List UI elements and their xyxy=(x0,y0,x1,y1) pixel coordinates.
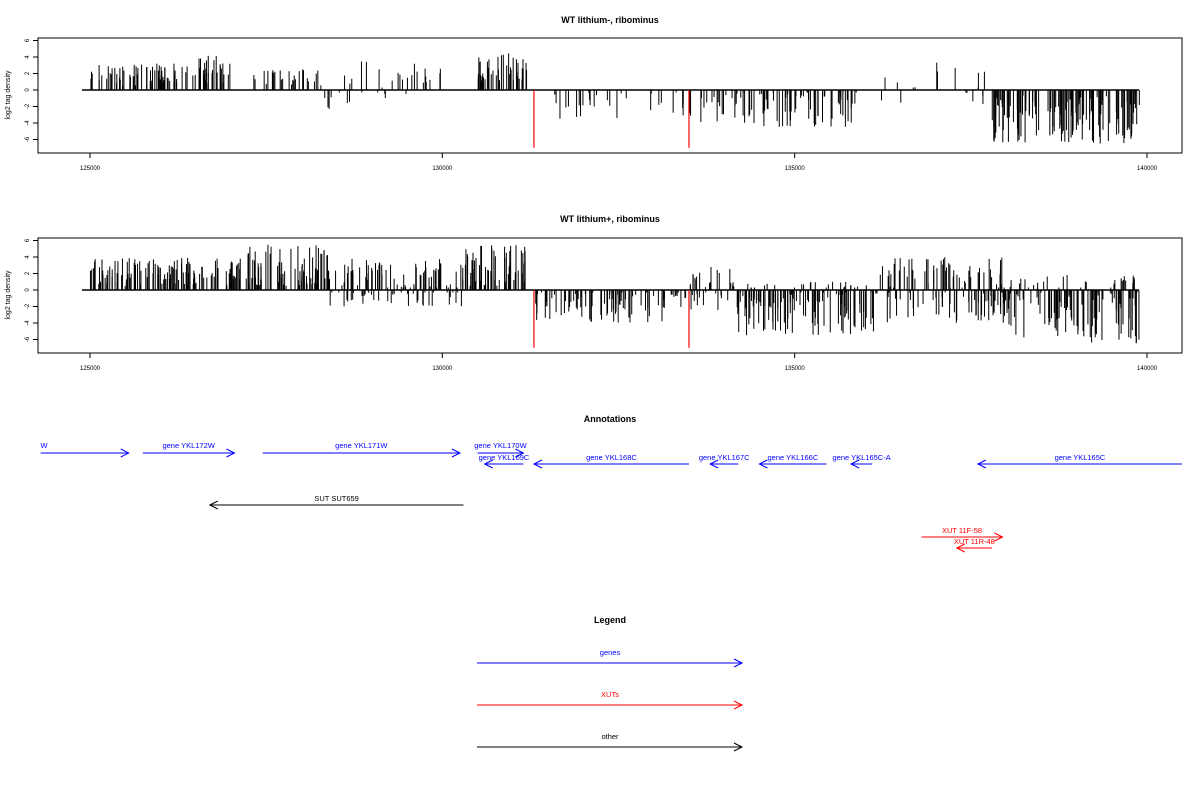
arrow-head xyxy=(120,448,130,458)
annotation-label: XUT 11F-58 xyxy=(942,526,982,535)
x-tick-label: 125000 xyxy=(80,366,101,372)
annotation-arrow: W xyxy=(40,441,130,458)
legend-entry: XUTs xyxy=(477,690,744,710)
x-tick-label: 130000 xyxy=(432,366,453,372)
annotation-label: gene YKL165C-A xyxy=(832,453,890,462)
track-panel-lithium-minus: WT lithium-, ribominus log2 tag density … xyxy=(5,15,1183,172)
y-tick-label: 4 xyxy=(25,255,31,259)
y-tick-label: 0 xyxy=(25,88,31,92)
x-tick-label: 125000 xyxy=(80,166,101,172)
arrow-head xyxy=(733,658,744,668)
panel-title: WT lithium-, ribominus xyxy=(561,15,659,25)
y-axis-ticks: 6 4 2 0 -2 -4 -6 xyxy=(25,238,38,342)
annotation-arrow: gene YKL172W xyxy=(142,441,236,458)
y-axis-ticks: 6 4 2 0 -2 -4 -6 xyxy=(25,38,38,142)
panel-title: WT lithium+, ribominus xyxy=(560,214,660,224)
x-tick-label: 135000 xyxy=(785,366,806,372)
legend-title: Legend xyxy=(594,615,626,625)
annotation-arrow: gene YKL165C-A xyxy=(832,453,891,469)
annotation-arrow: gene YKL166C xyxy=(758,453,827,469)
annotation-arrow: gene YKL169C xyxy=(479,453,530,469)
annotation-label: gene YKL171W xyxy=(335,441,388,450)
annotation-label: gene YKL172W xyxy=(162,441,215,450)
annotation-label: gene YKL166C xyxy=(768,453,819,462)
y-tick-label: -2 xyxy=(25,103,31,109)
x-axis-ticks: 125000 130000 135000 140000 xyxy=(80,353,1158,372)
arrow-head xyxy=(708,459,719,469)
annotation-arrow: XUT 11R-48 xyxy=(954,537,995,553)
annotation-label: gene YKL165C xyxy=(1055,453,1106,462)
track-panel-lithium-plus: WT lithium+, ribominus log2 tag density … xyxy=(5,214,1183,372)
x-tick-label: 140000 xyxy=(1137,166,1158,172)
legend-label: XUTs xyxy=(601,690,619,699)
x-axis-ticks: 125000 130000 135000 140000 xyxy=(80,153,1158,172)
arrow-head xyxy=(515,448,525,458)
annotation-label: gene YKL169C xyxy=(479,453,530,462)
y-tick-label: 4 xyxy=(25,55,31,59)
arrow-head xyxy=(208,500,219,510)
annotation-arrow: gene YKL168C xyxy=(532,453,689,469)
arrow-head xyxy=(849,459,860,469)
annotation-arrow: gene YKL170W xyxy=(474,441,528,458)
legend: Legend genes XUTs other xyxy=(477,615,744,752)
legend-label: other xyxy=(601,732,619,741)
plot-frame xyxy=(37,37,1183,154)
arrow-head xyxy=(733,700,744,710)
y-tick-label: -6 xyxy=(25,336,31,342)
plot-frame xyxy=(37,237,1183,354)
signal-bars xyxy=(82,53,1140,148)
legend-entry: genes xyxy=(477,648,744,668)
annotation-label: W xyxy=(40,441,48,450)
arrow-head xyxy=(532,459,543,469)
y-tick-label: 6 xyxy=(25,238,31,242)
arrow-head xyxy=(733,742,744,752)
y-tick-label: 0 xyxy=(25,288,31,292)
annotation-arrow: XUT 11F-58 xyxy=(921,526,1004,542)
y-tick-label: 6 xyxy=(25,38,31,42)
y-tick-label: -4 xyxy=(25,120,31,126)
annotation-label: SUT SUT659 xyxy=(314,494,358,503)
y-tick-label: -6 xyxy=(25,136,31,142)
y-tick-label: 2 xyxy=(25,71,31,75)
annotation-arrow: gene YKL165C xyxy=(976,453,1182,469)
y-tick-label: -2 xyxy=(25,303,31,309)
annotation-arrow: SUT SUT659 xyxy=(208,494,464,510)
legend-entries: genes XUTs other xyxy=(477,648,744,752)
arrow-head xyxy=(994,532,1004,542)
annotation-arrow: gene YKL167C xyxy=(699,453,750,469)
arrow-head xyxy=(226,448,236,458)
annotation-label: XUT 11R-48 xyxy=(954,537,995,546)
annotations-title: Annotations xyxy=(584,414,637,424)
y-axis-label: log2 tag density xyxy=(5,70,12,120)
y-tick-label: -4 xyxy=(25,320,31,326)
annotation-label: gene YKL168C xyxy=(586,453,637,462)
arrow-head xyxy=(955,543,965,553)
annotation-label: gene YKL170W xyxy=(474,441,527,450)
y-tick-label: 2 xyxy=(25,271,31,275)
arrow-head xyxy=(976,459,987,469)
arrow-head xyxy=(451,448,462,458)
signal-bars xyxy=(82,244,1140,348)
legend-entry: other xyxy=(477,732,744,752)
annotation-label: gene YKL167C xyxy=(699,453,750,462)
arrow-head xyxy=(483,459,493,469)
arrow-head xyxy=(758,459,768,469)
y-axis-label: log2 tag density xyxy=(5,270,12,320)
x-tick-label: 135000 xyxy=(785,166,806,172)
x-tick-label: 140000 xyxy=(1137,366,1158,372)
legend-label: genes xyxy=(600,648,621,657)
x-tick-label: 130000 xyxy=(432,166,453,172)
annotation-arrow: gene YKL171W xyxy=(262,441,462,458)
